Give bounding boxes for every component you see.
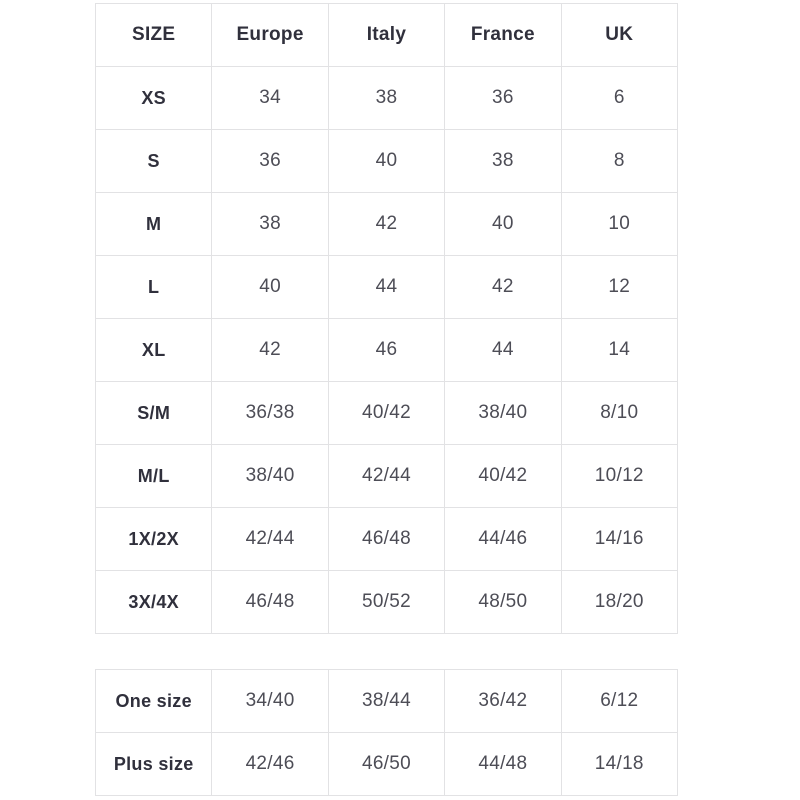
value-cell: 38/40 (211, 444, 329, 508)
size-table-body: XS 34 38 36 6 S 36 40 38 8 M 38 42 (94, 66, 679, 634)
value-cell: 14 (560, 318, 679, 382)
column-header-france: France (444, 3, 562, 67)
size-label-cell: 1X/2X (94, 507, 213, 571)
size-label-cell: S/M (94, 381, 213, 445)
tables-container: SIZE Europe Italy France UK XS 34 38 36 … (94, 3, 679, 796)
value-cell: 38/44 (327, 669, 446, 733)
value-cell: 36 (211, 129, 329, 193)
value-cell: 8/10 (560, 381, 679, 445)
size-label-cell: M (94, 192, 213, 256)
value-cell: 38 (444, 129, 562, 193)
value-cell: 44/46 (444, 507, 562, 571)
table-row-l: L 40 44 42 12 (94, 255, 679, 319)
size-conversion-table: SIZE Europe Italy France UK XS 34 38 36 … (94, 3, 679, 634)
value-cell: 40/42 (327, 381, 446, 445)
value-cell: 40 (327, 129, 446, 193)
table-row-plus-size: Plus size 42/46 46/50 44/48 14/18 (94, 732, 679, 796)
value-cell: 38 (327, 66, 446, 130)
value-cell: 46 (327, 318, 446, 382)
special-size-table: One size 34/40 38/44 36/42 6/12 Plus siz… (94, 669, 679, 796)
table-row-1x-2x: 1X/2X 42/44 46/48 44/46 14/16 (94, 507, 679, 571)
size-label-cell: One size (94, 669, 213, 733)
size-label-cell: S (94, 129, 213, 193)
value-cell: 38 (211, 192, 329, 256)
value-cell: 48/50 (444, 570, 562, 634)
value-cell: 14/16 (560, 507, 679, 571)
column-header-size: SIZE (94, 3, 213, 67)
value-cell: 42 (444, 255, 562, 319)
value-cell: 46/48 (211, 570, 329, 634)
value-cell: 14/18 (560, 732, 679, 796)
value-cell: 40/42 (444, 444, 562, 508)
value-cell: 36/38 (211, 381, 329, 445)
table-row-one-size: One size 34/40 38/44 36/42 6/12 (94, 669, 679, 733)
value-cell: 10 (560, 192, 679, 256)
size-table-header: SIZE Europe Italy France UK (94, 3, 679, 67)
value-cell: 36/42 (444, 669, 562, 733)
value-cell: 42/44 (327, 444, 446, 508)
value-cell: 46/50 (327, 732, 446, 796)
table-row-3x-4x: 3X/4X 46/48 50/52 48/50 18/20 (94, 570, 679, 634)
value-cell: 40 (211, 255, 329, 319)
value-cell: 44 (444, 318, 562, 382)
table-row-xl: XL 42 46 44 14 (94, 318, 679, 382)
value-cell: 38/40 (444, 381, 562, 445)
value-cell: 8 (560, 129, 679, 193)
column-header-europe: Europe (211, 3, 329, 67)
value-cell: 44/48 (444, 732, 562, 796)
table-row: SIZE Europe Italy France UK (94, 3, 679, 67)
tables-divider-gap (95, 634, 678, 669)
value-cell: 46/48 (327, 507, 446, 571)
size-label-cell: XL (94, 318, 213, 382)
value-cell: 42/46 (211, 732, 329, 796)
value-cell: 40 (444, 192, 562, 256)
table-row-s-m: S/M 36/38 40/42 38/40 8/10 (94, 381, 679, 445)
size-label-cell: M/L (94, 444, 213, 508)
table-row-m-l: M/L 38/40 42/44 40/42 10/12 (94, 444, 679, 508)
table-row-s: S 36 40 38 8 (94, 129, 679, 193)
value-cell: 34 (211, 66, 329, 130)
value-cell: 42/44 (211, 507, 329, 571)
special-size-table-body: One size 34/40 38/44 36/42 6/12 Plus siz… (94, 669, 679, 796)
value-cell: 50/52 (327, 570, 446, 634)
value-cell: 36 (444, 66, 562, 130)
size-label-cell: XS (94, 66, 213, 130)
value-cell: 42 (327, 192, 446, 256)
column-header-uk: UK (560, 3, 679, 67)
size-label-cell: L (94, 255, 213, 319)
value-cell: 10/12 (560, 444, 679, 508)
size-label-cell: Plus size (94, 732, 213, 796)
value-cell: 42 (211, 318, 329, 382)
size-label-cell: 3X/4X (94, 570, 213, 634)
table-row-xs: XS 34 38 36 6 (94, 66, 679, 130)
value-cell: 12 (560, 255, 679, 319)
table-row-m: M 38 42 40 10 (94, 192, 679, 256)
column-header-italy: Italy (327, 3, 446, 67)
value-cell: 6 (560, 66, 679, 130)
value-cell: 6/12 (560, 669, 679, 733)
value-cell: 34/40 (211, 669, 329, 733)
value-cell: 18/20 (560, 570, 679, 634)
value-cell: 44 (327, 255, 446, 319)
